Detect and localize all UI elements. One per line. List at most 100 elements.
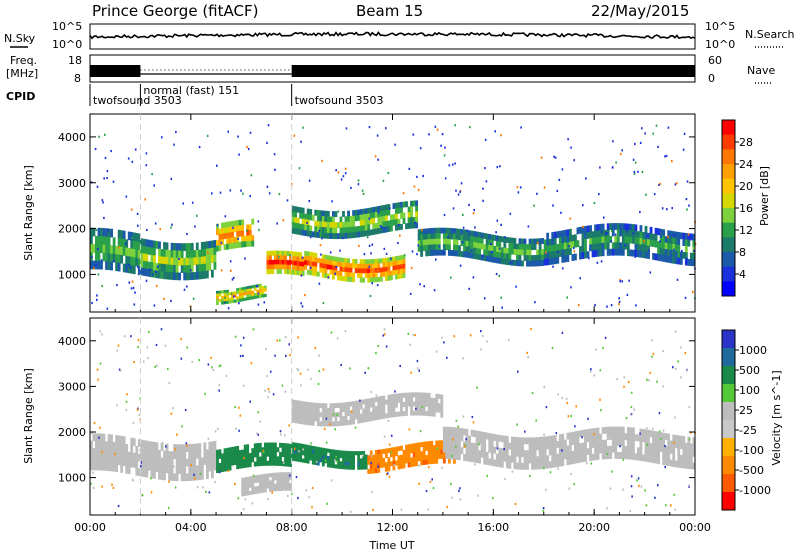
- heatmap-cell: [324, 221, 328, 228]
- heatmap-cell: [95, 244, 98, 253]
- heatmap-cell: [205, 471, 209, 480]
- heatmap-cell: [410, 462, 413, 467]
- heatmap-cell: [637, 453, 640, 461]
- heatmap-cell: [458, 440, 461, 448]
- heatmap-speck: [606, 232, 608, 235]
- heatmap-cell: [291, 260, 295, 266]
- heatmap-cell: [266, 255, 270, 261]
- heatmap-cell: [168, 249, 171, 258]
- heatmap-cell: [465, 246, 469, 253]
- heatmap-cell: [311, 453, 315, 458]
- heatmap-cell: [173, 250, 177, 259]
- heatmap-cell: [299, 447, 303, 452]
- heatmap-cell: [120, 254, 124, 264]
- heatmap-cell: [596, 249, 600, 257]
- heatmap-cell: [510, 449, 514, 457]
- heatmap-speck: [192, 297, 195, 300]
- heatmap-cell: [117, 457, 121, 466]
- heatmap-speck: [367, 367, 370, 370]
- heatmap-cell: [571, 457, 575, 465]
- heatmap-cell: [387, 209, 391, 216]
- heatmap-cell: [165, 257, 169, 265]
- heatmap-cell: [430, 397, 434, 403]
- heatmap-cell: [432, 454, 436, 460]
- heatmap-cell: [339, 450, 343, 455]
- heatmap-cell: [374, 223, 378, 229]
- heatmap-cell: [339, 416, 343, 422]
- colorbar-tick-label: -1000: [739, 484, 771, 497]
- heatmap-cell: [392, 398, 396, 404]
- heatmap-cell: [316, 221, 320, 227]
- heatmap-cell: [198, 271, 202, 280]
- heatmap-speck: [210, 356, 212, 359]
- heatmap-cell: [415, 442, 419, 448]
- heatmap-cell: [122, 436, 126, 445]
- heatmap-cell: [503, 236, 507, 243]
- heatmap-cell: [483, 233, 487, 239]
- heatmap-cell: [589, 454, 592, 461]
- heatmap-speck: [499, 165, 501, 168]
- heatmap-cell: [218, 298, 222, 303]
- colorbar-swatch: [722, 456, 735, 475]
- heatmap-cell: [286, 448, 290, 453]
- heatmap-cell: [168, 264, 171, 273]
- heatmap-speck: [237, 237, 239, 240]
- heatmap-cell: [649, 443, 653, 450]
- heatmap-cell: [145, 469, 149, 478]
- heatmap-cell: [314, 450, 318, 455]
- heatmap-speck: [450, 454, 453, 457]
- heatmap-speck: [490, 242, 492, 245]
- heatmap-cell: [188, 243, 192, 251]
- heatmap-cell: [326, 259, 330, 265]
- heatmap-speck: [517, 191, 520, 194]
- heatmap-cell: [478, 254, 482, 260]
- heatmap-cell: [475, 437, 479, 444]
- heatmap-cell: [389, 270, 393, 276]
- heatmap-speck: [551, 346, 554, 349]
- heatmap-cell: [548, 435, 552, 443]
- heatmap-cell: [372, 402, 376, 407]
- heatmap-cell: [637, 434, 640, 442]
- heatmap-cell: [291, 265, 295, 271]
- heatmap-cell: [624, 242, 628, 250]
- heatmap-cell: [276, 456, 280, 462]
- heatmap-speck: [582, 225, 584, 228]
- heatmap-cell: [614, 235, 618, 243]
- heatmap-speck: [421, 405, 424, 408]
- heatmap-cell: [659, 254, 663, 262]
- heatmap-cell: [581, 449, 585, 456]
- heatmap-cell: [289, 260, 292, 266]
- heatmap-cell: [465, 435, 469, 443]
- heatmap-cell: [296, 450, 300, 455]
- heatmap-cell: [339, 402, 343, 408]
- heatmap-cell: [97, 440, 101, 449]
- heatmap-cell: [306, 444, 310, 449]
- heatmap-speck: [463, 445, 466, 448]
- heatmap-speck: [137, 265, 139, 269]
- heatmap-cell: [417, 406, 421, 411]
- heatmap-cell: [561, 433, 565, 441]
- heatmap-speck: [357, 183, 360, 186]
- heatmap-cell: [296, 400, 300, 406]
- heatmap-cell: [432, 249, 436, 256]
- heatmap-cell: [344, 415, 348, 421]
- heatmap-cell: [619, 452, 623, 459]
- heatmap-cell: [236, 450, 240, 456]
- heatmap-speck: [390, 434, 393, 437]
- heatmap-cell: [228, 226, 232, 233]
- heatmap-speck: [224, 215, 227, 218]
- heatmap-cell: [664, 255, 668, 263]
- heatmap-cell: [120, 450, 124, 459]
- heatmap-cell: [510, 259, 514, 266]
- heatmap-speck: [131, 478, 134, 481]
- heatmap-speck: [385, 127, 387, 130]
- heatmap-cell: [266, 260, 270, 266]
- heatmap-cell: [621, 223, 625, 231]
- heatmap-cell: [147, 441, 151, 449]
- heatmap-speck: [368, 244, 371, 247]
- heatmap-cell: [654, 234, 658, 242]
- heatmap-cell: [669, 446, 673, 454]
- heatmap-cell: [145, 253, 149, 262]
- heatmap-speck: [282, 219, 285, 222]
